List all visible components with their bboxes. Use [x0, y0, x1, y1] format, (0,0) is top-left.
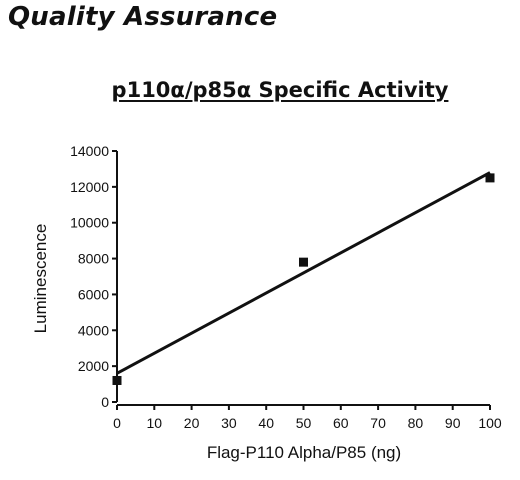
y-tick-label: 0	[101, 394, 109, 410]
chart-title: p110α/p85α Specific Activity	[111, 78, 449, 102]
data-point	[485, 173, 495, 183]
y-tick-label: 2000	[78, 358, 109, 374]
x-axis-label: Flag-P110 Alpha/P85 (ng)	[207, 443, 401, 462]
y-tick-label: 8000	[78, 251, 109, 267]
x-tick-label: 30	[221, 415, 237, 431]
x-tick-label: 70	[370, 415, 386, 431]
y-axis-ticks: 0 2000 4000 6000 8000 10000 12000 14000	[70, 143, 117, 410]
x-tick-label: 40	[258, 415, 274, 431]
x-tick-label: 0	[113, 415, 121, 431]
data-points	[112, 173, 495, 385]
page-heading: Quality Assurance	[8, 2, 278, 32]
x-tick-label: 90	[445, 415, 461, 431]
data-point	[299, 257, 308, 267]
x-tick-label: 50	[296, 415, 312, 431]
x-tick-label: 60	[333, 415, 349, 431]
y-tick-label: 6000	[78, 286, 109, 302]
regression-line	[116, 171, 491, 375]
x-tick-label: 20	[184, 415, 200, 431]
y-tick-label: 4000	[78, 322, 109, 338]
x-axis-ticks: 0 10 20 30 40 50 60 70 80 90 100	[113, 405, 502, 431]
y-axis-label: Luminescence	[31, 224, 50, 334]
x-tick-label: 100	[478, 415, 502, 431]
y-tick-label: 14000	[70, 143, 109, 159]
y-tick-label: 10000	[70, 215, 109, 231]
y-tick-label: 12000	[70, 179, 109, 195]
data-point	[112, 375, 122, 385]
x-tick-label: 10	[147, 415, 163, 431]
x-tick-label: 80	[408, 415, 424, 431]
